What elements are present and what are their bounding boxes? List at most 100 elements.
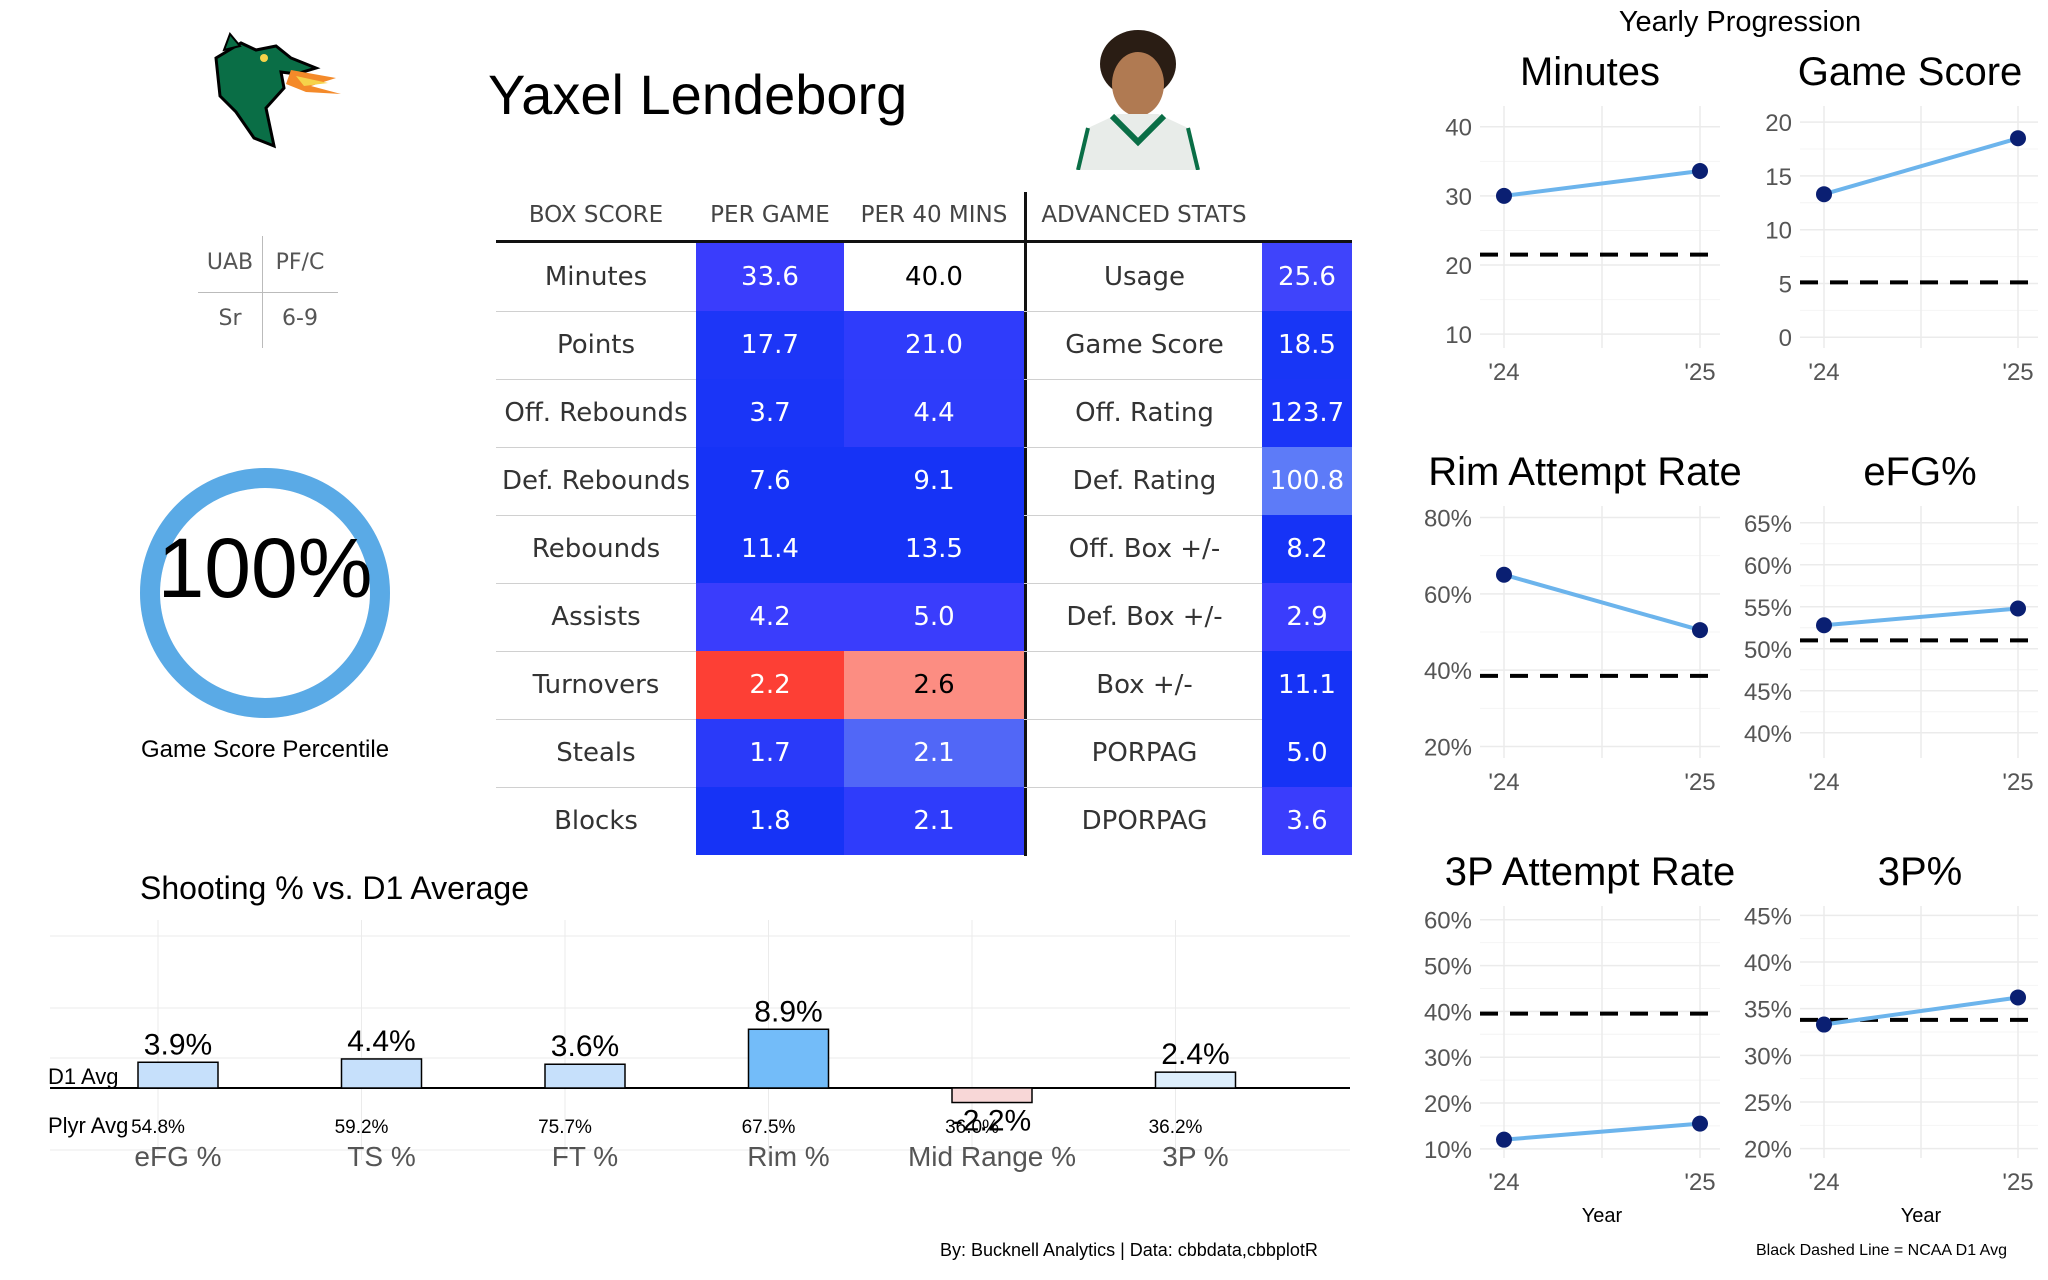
per-game-value: 11.4 bbox=[696, 515, 844, 583]
bar bbox=[137, 1061, 219, 1089]
series-line bbox=[1503, 572, 1701, 633]
advanced-stat-label: Def. Rating bbox=[1072, 466, 1217, 496]
player-avg-value: 67.5% bbox=[742, 1117, 796, 1138]
bar-value-label: 3.9% bbox=[144, 1028, 212, 1061]
legend-note: Black Dashed Line = NCAA D1 Avg bbox=[1756, 1242, 2007, 1259]
per40-value: 21.0 bbox=[844, 311, 1024, 379]
y-tick-label: 50% bbox=[1424, 954, 1472, 981]
percentile-arc bbox=[140, 468, 390, 718]
stats-table: BOX SCORE PER GAME PER 40 MINS ADVANCED … bbox=[496, 192, 1352, 856]
per-game-value: 3.7 bbox=[696, 379, 844, 447]
header-advanced: ADVANCED STATS bbox=[1041, 202, 1247, 228]
per-game-value: 2.2 bbox=[696, 651, 844, 719]
y-tick-label: 15 bbox=[1765, 164, 1792, 191]
category-label: FT % bbox=[552, 1141, 618, 1172]
advanced-stat-label: Game Score bbox=[1065, 330, 1224, 360]
category-label: Rim % bbox=[747, 1141, 829, 1172]
player-avg-value: 36.2% bbox=[1149, 1117, 1203, 1138]
stat-label: Off. Rebounds bbox=[504, 398, 688, 428]
advanced-stat-label: Box +/- bbox=[1096, 670, 1193, 700]
per40-value: 9.1 bbox=[844, 447, 1024, 515]
y-tick-label: 40 bbox=[1445, 115, 1472, 142]
player-avg-value: 75.7% bbox=[538, 1117, 592, 1138]
y-tick-label: 20% bbox=[1424, 735, 1472, 762]
data-point bbox=[1692, 1115, 1708, 1132]
y-tick-label: 10% bbox=[1424, 1137, 1472, 1164]
baseline-label: D1 Avg bbox=[48, 1064, 119, 1089]
stat-label: Steals bbox=[556, 738, 636, 768]
advanced-stat-value: 2.9 bbox=[1262, 583, 1352, 651]
per-game-value: 4.2 bbox=[696, 583, 844, 651]
line-chart: 20% 40% 60% 80% '24 '25 bbox=[1424, 505, 1720, 796]
series-line bbox=[1823, 995, 2019, 1027]
header-per-game: PER GAME bbox=[710, 202, 830, 228]
advanced-stat-value: 18.5 bbox=[1262, 311, 1352, 379]
player-height: 6-9 bbox=[282, 306, 318, 331]
bar bbox=[544, 1063, 626, 1089]
player-headshot-icon bbox=[1076, 30, 1200, 170]
y-tick-label: 25% bbox=[1744, 1090, 1792, 1117]
series-line bbox=[1823, 136, 2019, 197]
percentile-value: 100% bbox=[157, 521, 373, 615]
x-tick-label: '25 bbox=[1684, 1169, 1715, 1196]
line-chart: 0 5 10 15 20 '24 '25 bbox=[1765, 106, 2038, 386]
player-name: Yaxel Lendeborg bbox=[488, 63, 908, 126]
y-tick-label: 60% bbox=[1424, 908, 1472, 935]
line-chart: 40% 45% 50% 55% 60% 65% '24 '25 bbox=[1744, 506, 2038, 796]
y-tick-label: 20 bbox=[1445, 253, 1472, 280]
uab-dragon-logo-icon bbox=[214, 32, 341, 149]
advanced-stat-value: 3.6 bbox=[1262, 787, 1352, 855]
line-chart-title: eFG% bbox=[1863, 450, 1977, 494]
y-tick-label: 80% bbox=[1424, 505, 1472, 532]
per-game-value: 33.6 bbox=[696, 243, 844, 311]
x-tick-label: '25 bbox=[1684, 359, 1715, 386]
category-label: 3P % bbox=[1162, 1141, 1228, 1172]
stat-label: Def. Rebounds bbox=[501, 466, 691, 496]
per40-value: 5.0 bbox=[844, 583, 1024, 651]
y-tick-label: 40% bbox=[1744, 950, 1792, 977]
stat-label: Blocks bbox=[554, 806, 638, 836]
data-point bbox=[2010, 600, 2026, 617]
y-tick-label: 10 bbox=[1765, 218, 1792, 245]
shooting-chart-title: Shooting % vs. D1 Average bbox=[140, 870, 529, 906]
y-tick-label: 5 bbox=[1779, 271, 1792, 298]
x-tick-label: '25 bbox=[2002, 359, 2033, 386]
player-avg-value: 54.8% bbox=[131, 1117, 185, 1138]
y-tick-label: 30 bbox=[1445, 184, 1472, 211]
y-tick-label: 55% bbox=[1744, 595, 1792, 622]
percentile-ring bbox=[140, 468, 390, 718]
advanced-stat-label: Def. Box +/- bbox=[1066, 602, 1223, 632]
advanced-stat-label: Off. Rating bbox=[1075, 398, 1214, 428]
bar bbox=[951, 1087, 1033, 1104]
y-tick-label: 20% bbox=[1744, 1137, 1792, 1164]
data-point bbox=[1496, 187, 1512, 204]
line-chart: 10% 20% 30% 40% 50% 60% '24 '25 Year bbox=[1424, 906, 1720, 1227]
stat-label: Turnovers bbox=[532, 670, 660, 700]
line-chart-title: 3P% bbox=[1877, 850, 1963, 894]
bar bbox=[1154, 1071, 1237, 1089]
advanced-stat-value: 5.0 bbox=[1262, 719, 1352, 787]
stat-label: Rebounds bbox=[531, 534, 661, 564]
line-chart-title: Minutes bbox=[1519, 50, 1661, 94]
y-tick-label: 65% bbox=[1744, 511, 1792, 538]
shooting-bar-chart: D1 Avg Plyr Avg 3.9% 54.8% eFG % 4.4% 59.2% TS … bbox=[48, 920, 1350, 1172]
stat-label: Minutes bbox=[544, 262, 648, 292]
y-tick-label: 20 bbox=[1765, 110, 1792, 137]
y-tick-label: 30% bbox=[1424, 1045, 1472, 1072]
player-avg-value: 59.2% bbox=[335, 1117, 389, 1138]
team-abbrev: UAB bbox=[206, 250, 254, 275]
bar-value-label: 3.6% bbox=[551, 1030, 619, 1063]
advanced-stat-value: 123.7 bbox=[1262, 379, 1352, 447]
y-tick-label: 45% bbox=[1744, 903, 1792, 930]
line-chart-title: Rim Attempt Rate bbox=[1428, 450, 1742, 494]
y-tick-label: 45% bbox=[1744, 679, 1792, 706]
bar-value-label: 4.4% bbox=[347, 1025, 415, 1058]
y-tick-label: 0 bbox=[1779, 325, 1792, 352]
line-chart: 20% 25% 30% 35% 40% 45% '24 '25 Year bbox=[1744, 903, 2038, 1227]
x-tick-label: '25 bbox=[1684, 769, 1715, 796]
player-position: PF/C bbox=[275, 250, 325, 275]
player-info-table: UAB PF/C Sr 6-9 bbox=[198, 236, 338, 348]
category-label: TS % bbox=[347, 1141, 415, 1172]
bar-value-label: 8.9% bbox=[754, 995, 822, 1028]
data-point bbox=[1816, 1016, 1832, 1033]
